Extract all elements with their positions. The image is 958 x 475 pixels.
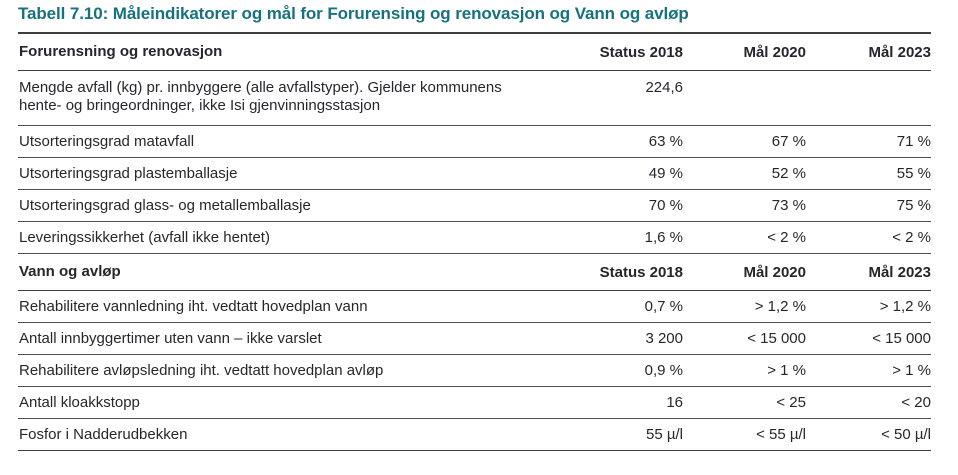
maal-2023-cell: > 1 % — [806, 354, 931, 387]
status-2018-cell: 224,6 — [563, 70, 683, 126]
maal-2020-cell: < 2 % — [683, 221, 806, 254]
maal-2020-cell — [683, 70, 806, 126]
status-2018-cell: 0,7 % — [563, 290, 683, 323]
col-header-status-2018: Status 2018 — [563, 33, 683, 71]
maal-2023-cell: < 20 — [806, 386, 931, 419]
col-header-maal-2020: Mål 2020 — [683, 33, 806, 71]
maal-2023-cell — [806, 70, 931, 126]
section-header-row-vann-avloep: Vann og avløp Status 2018 Mål 2020 Mål 2… — [18, 253, 931, 291]
maal-2020-cell: < 15 000 — [683, 322, 806, 355]
status-2018-cell: 49 % — [563, 157, 683, 190]
maal-2023-cell: 75 % — [806, 189, 931, 222]
indicator-cell: Mengde avfall (kg) pr. innbyggere (alle … — [18, 70, 563, 126]
table-row: Antall kloakkstopp 16 < 25 < 20 — [18, 386, 931, 419]
indicator-cell: Utsorteringsgrad matavfall — [18, 125, 563, 158]
col-header-maal-2020: Mål 2020 — [683, 253, 806, 291]
indicator-cell: Rehabilitere vannledning iht. vedtatt ho… — [18, 290, 563, 323]
maal-2020-cell: 73 % — [683, 189, 806, 222]
table-row: Fosfor i Nadderudbekken 55 µ/l < 55 µ/l … — [18, 418, 931, 451]
maal-2023-cell: < 15 000 — [806, 322, 931, 355]
status-2018-cell: 16 — [563, 386, 683, 419]
maal-2020-cell: 52 % — [683, 157, 806, 190]
maal-2020-cell: > 1 % — [683, 354, 806, 387]
table-title: Tabell 7.10: Måleindikatorer og mål for … — [18, 4, 689, 23]
maal-2023-cell: 55 % — [806, 157, 931, 190]
indicator-cell: Fosfor i Nadderudbekken — [18, 418, 563, 451]
status-2018-cell: 63 % — [563, 125, 683, 158]
indicator-cell: Utsorteringsgrad glass- og metallemballa… — [18, 189, 563, 222]
table-row: Leveringssikkerhet (avfall ikke hentet) … — [18, 221, 931, 254]
status-2018-cell: 0,9 % — [563, 354, 683, 387]
indicator-cell: Rehabilitere avløpsledning iht. vedtatt … — [18, 354, 563, 387]
indicator-cell: Antall innbyggertimer uten vann – ikke v… — [18, 322, 563, 355]
indicator-cell: Antall kloakkstopp — [18, 386, 563, 419]
section-header-row-forurensning: Forurensning og renovasjon Status 2018 M… — [18, 33, 931, 71]
maal-2023-cell: < 50 µ/l — [806, 418, 931, 451]
col-header-maal-2023: Mål 2023 — [806, 33, 931, 71]
status-2018-cell: 70 % — [563, 189, 683, 222]
maal-2020-cell: < 25 — [683, 386, 806, 419]
maal-2020-cell: < 55 µ/l — [683, 418, 806, 451]
section-title-forurensning: Forurensning og renovasjon — [18, 33, 563, 71]
table-row: Rehabilitere avløpsledning iht. vedtatt … — [18, 354, 931, 387]
table-row: Utsorteringsgrad glass- og metallemballa… — [18, 189, 931, 222]
table-row: Mengde avfall (kg) pr. innbyggere (alle … — [18, 70, 931, 126]
maal-2023-cell: 71 % — [806, 125, 931, 158]
maal-2020-cell: 67 % — [683, 125, 806, 158]
maal-2020-cell: > 1,2 % — [683, 290, 806, 323]
table-row: Utsorteringsgrad plastemballasje 49 % 52… — [18, 157, 931, 190]
table-row: Utsorteringsgrad matavfall 63 % 67 % 71 … — [18, 125, 931, 158]
status-2018-cell: 1,6 % — [563, 221, 683, 254]
col-header-maal-2023: Mål 2023 — [806, 253, 931, 291]
table-row: Antall innbyggertimer uten vann – ikke v… — [18, 322, 931, 355]
table-row: Rehabilitere vannledning iht. vedtatt ho… — [18, 290, 931, 323]
indicator-cell: Utsorteringsgrad plastemballasje — [18, 157, 563, 190]
maal-2023-cell: < 2 % — [806, 221, 931, 254]
status-2018-cell: 55 µ/l — [563, 418, 683, 451]
col-header-status-2018: Status 2018 — [563, 253, 683, 291]
status-2018-cell: 3 200 — [563, 322, 683, 355]
indicators-table: Forurensning og renovasjon Status 2018 M… — [18, 32, 931, 451]
maal-2023-cell: > 1,2 % — [806, 290, 931, 323]
section-title-vann-avloep: Vann og avløp — [18, 253, 563, 291]
indicator-cell: Leveringssikkerhet (avfall ikke hentet) — [18, 221, 563, 254]
